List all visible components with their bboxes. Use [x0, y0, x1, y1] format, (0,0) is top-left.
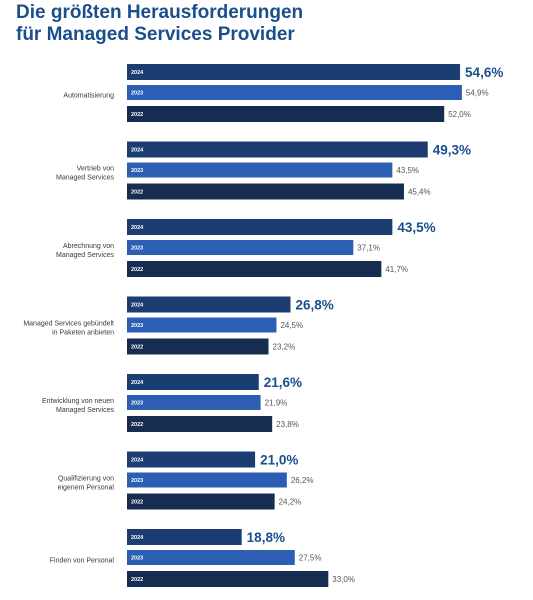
bar-2024: [127, 64, 461, 80]
data-label: 54,6%: [465, 65, 503, 80]
bar-2023: [127, 550, 295, 565]
category-label: Managed Services gebündelt: [23, 321, 114, 328]
bar-year-label: 2024: [131, 225, 144, 231]
data-label: 52,0%: [448, 110, 471, 119]
category-label: Finden von Personal: [50, 558, 115, 565]
data-label: 21,9%: [265, 399, 288, 408]
chart-title: Die größten Herausforderungen für Manage…: [16, 2, 303, 46]
bar-2023: [127, 162, 393, 178]
bar-year-label: 2024: [131, 303, 144, 309]
data-label: 43,5%: [397, 220, 435, 235]
category-label: in Paketen anbieten: [52, 330, 114, 337]
bar-2022: [127, 338, 269, 355]
data-label: 26,2%: [291, 476, 314, 485]
bar-2024: [127, 219, 393, 235]
bar-year-label: 2024: [131, 535, 144, 541]
data-label: 27,5%: [299, 554, 322, 563]
bar-year-label: 2022: [131, 112, 143, 118]
bar-2024: [127, 529, 242, 545]
bar-year-label: 2024: [131, 148, 144, 154]
bar-2023: [127, 317, 277, 333]
data-label: 24,2%: [279, 498, 302, 507]
category-label: Managed Services: [56, 407, 114, 414]
data-label: 41,7%: [385, 265, 408, 274]
category-label: Managed Services: [56, 252, 114, 259]
bar-year-label: 2023: [131, 246, 143, 252]
data-label: 18,8%: [247, 530, 285, 545]
category-label: eigenem Personal: [58, 485, 115, 492]
data-label: 43,5%: [396, 166, 419, 175]
bar-2022: [127, 493, 275, 510]
data-label: 24,5%: [280, 321, 303, 330]
bar-year-label: 2023: [131, 401, 143, 407]
bar-year-label: 2023: [131, 556, 143, 562]
bar-year-label: 2024: [131, 380, 144, 386]
bar-2022: [127, 261, 382, 277]
bar-2022: [127, 571, 329, 587]
bar-year-label: 2024: [131, 70, 144, 76]
bar-year-label: 2022: [131, 577, 143, 583]
category-label: Vertrieb von: [77, 166, 114, 173]
bar-2022: [127, 106, 445, 122]
bar-year-label: 2022: [131, 345, 143, 351]
data-label: 33,0%: [332, 575, 355, 584]
bar-year-label: 2023: [131, 323, 143, 329]
bar-2023: [127, 472, 287, 488]
category-label: Managed Services: [56, 175, 114, 182]
bar-year-label: 2023: [131, 168, 143, 174]
bar-2024: [127, 374, 259, 390]
category-label: Entwicklung von neuen: [42, 398, 114, 405]
bar-year-label: 2022: [131, 267, 143, 273]
data-label: 26,8%: [295, 298, 333, 313]
data-label: 23,2%: [273, 343, 296, 352]
category-label: Qualifizierung von: [58, 476, 114, 483]
bar-year-label: 2023: [131, 91, 143, 97]
bar-year-label: 2022: [131, 190, 143, 196]
category-label: Abrechnung von: [63, 243, 114, 250]
bar-2023: [127, 240, 354, 255]
bar-year-label: 2022: [131, 500, 143, 506]
title-line-1: Die größten Herausforderungen: [16, 2, 304, 23]
data-label: 23,8%: [276, 420, 299, 429]
data-label: 21,0%: [260, 453, 298, 468]
bar-2024: [127, 296, 291, 313]
bar-2024: [127, 141, 428, 158]
bar-2024: [127, 451, 256, 468]
data-label: 49,3%: [433, 143, 471, 158]
bar-year-label: 2024: [131, 458, 144, 464]
category-label: Automatisierung: [63, 93, 114, 100]
data-label: 54,9%: [466, 89, 489, 98]
bar-year-label: 2023: [131, 478, 143, 484]
bar-2022: [127, 416, 273, 432]
data-label: 37,1%: [357, 244, 380, 253]
bar-year-label: 2022: [131, 422, 143, 428]
bar-2023: [127, 395, 261, 410]
data-label: 21,6%: [264, 375, 302, 390]
bar-2023: [127, 85, 462, 100]
title-line-2: für Managed Services Provider: [16, 24, 295, 45]
data-label: 45,4%: [408, 188, 431, 197]
bar-2022: [127, 183, 404, 200]
